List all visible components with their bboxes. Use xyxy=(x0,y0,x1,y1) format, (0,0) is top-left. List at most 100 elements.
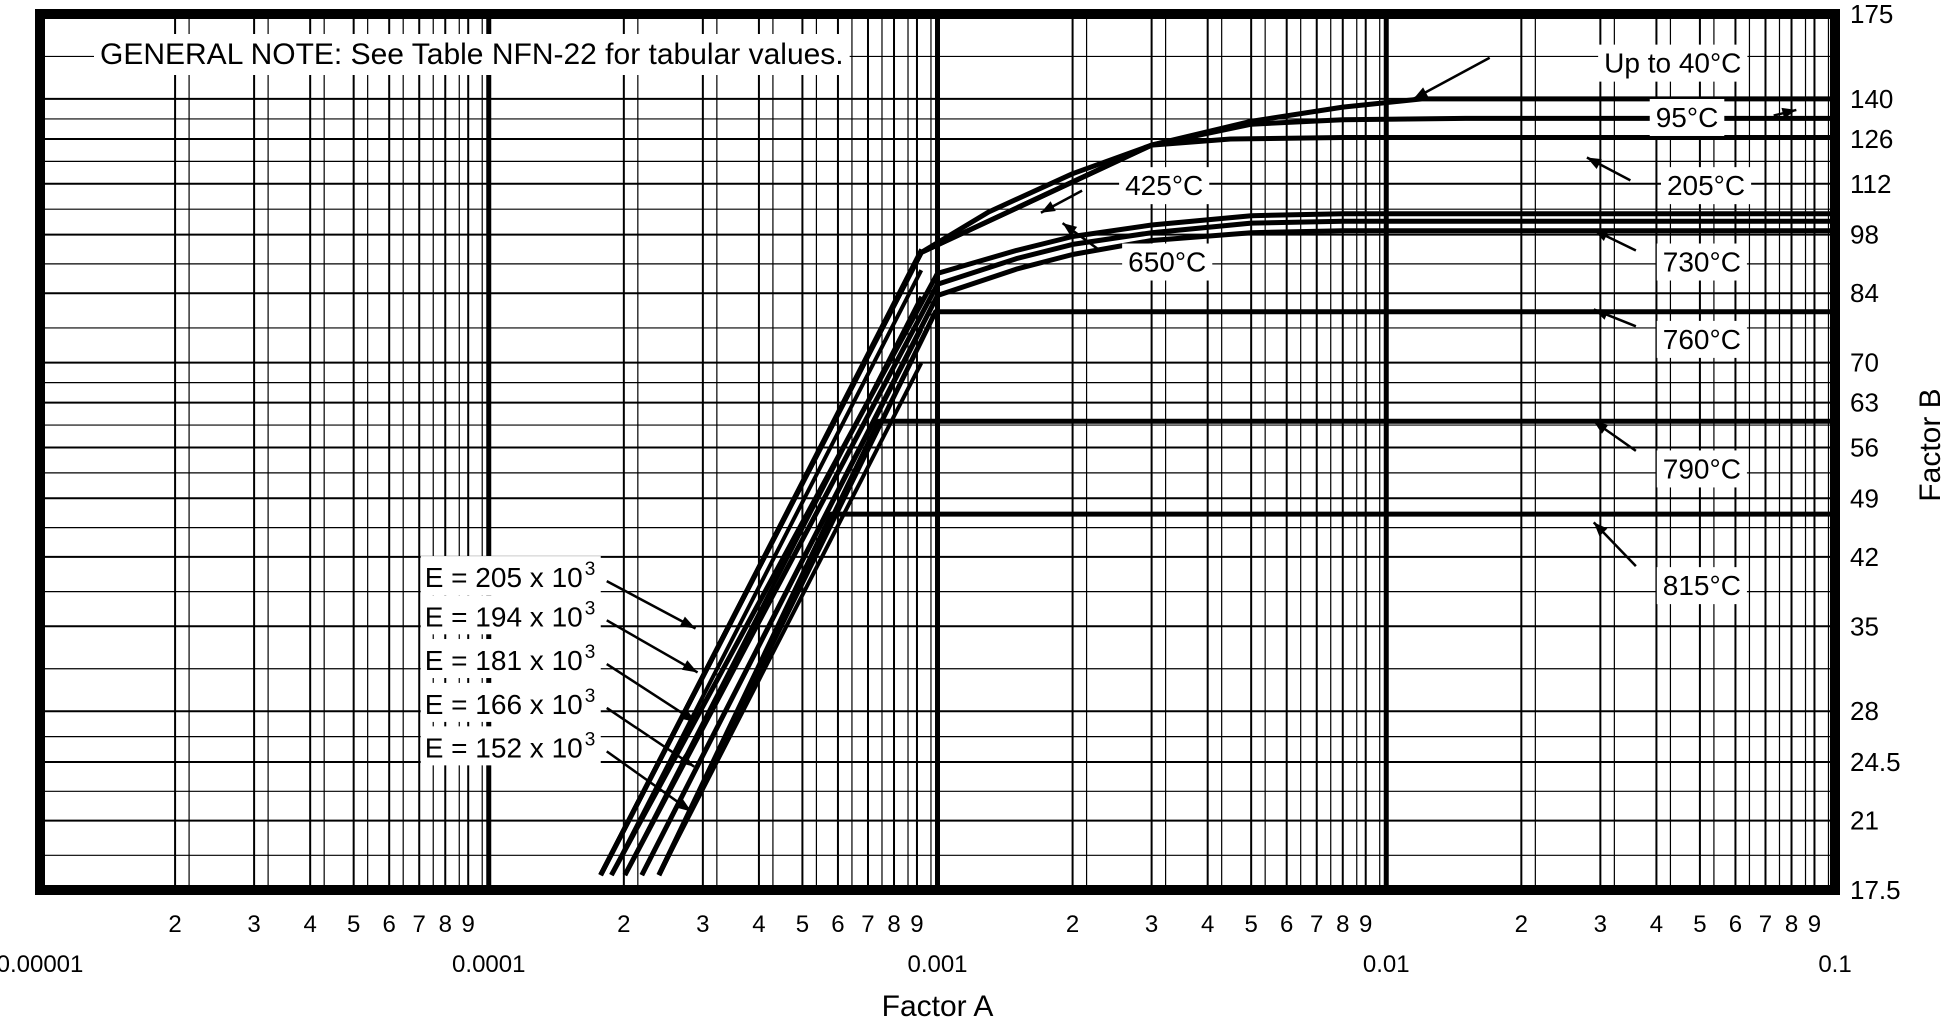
x-minor-tick-label: 6 xyxy=(831,911,844,938)
modulus-leader xyxy=(606,579,697,630)
x-decade-label: 0.1 xyxy=(1818,951,1851,978)
x-minor-tick-label: 8 xyxy=(1785,911,1798,938)
modulus-label-exponent: 3 xyxy=(585,559,596,580)
axes: 17514012611298847063564942352824.52117.5… xyxy=(0,0,1901,978)
y-tick-label: 56 xyxy=(1850,432,1879,462)
x-minor-tick-label: 2 xyxy=(617,911,630,938)
modulus-label-background xyxy=(420,556,601,596)
y-axis-label: Factor B xyxy=(1914,388,1947,501)
x-minor-tick-label: 3 xyxy=(247,911,260,938)
modulus-label: E = 181 x 10 xyxy=(425,645,583,676)
modulus-lines: E = 205 x 10 3E = 194 x 10 3E = 181 x 10 3E… xyxy=(420,248,924,876)
x-minor-tick-label: 9 xyxy=(1808,911,1821,938)
x-decade-label: 0.001 xyxy=(907,951,967,978)
curve-label-arrowhead xyxy=(1586,157,1602,169)
y-tick-label: 63 xyxy=(1850,388,1879,418)
y-tick-label: 140 xyxy=(1850,84,1893,114)
x-minor-tick-label: 3 xyxy=(1594,911,1607,938)
curve-label-background xyxy=(1656,320,1747,358)
modulus-leader xyxy=(606,750,693,813)
y-tick-label: 28 xyxy=(1850,696,1879,726)
y-tick-label: 21 xyxy=(1850,806,1879,836)
modulus-line xyxy=(639,328,924,876)
note-background xyxy=(94,34,850,75)
x-minor-tick-label: 9 xyxy=(462,911,475,938)
x-minor-tick-label: 5 xyxy=(1693,911,1706,938)
curve-label-arrowhead xyxy=(1781,107,1797,119)
modulus-label-background xyxy=(420,682,601,722)
x-minor-tick-label: 2 xyxy=(1066,911,1079,938)
curve-label-arrowhead xyxy=(1593,522,1608,537)
curve-label: 790°C xyxy=(1663,453,1741,484)
y-tick-label: 17.5 xyxy=(1850,875,1901,905)
curve-labels: Up to 40°C 95°C 205°C 425°C 650°C 730°C 760°C 7… xyxy=(1040,44,1797,605)
series-line xyxy=(609,211,1835,877)
y-tick-label: 98 xyxy=(1850,220,1879,250)
modulus-line xyxy=(598,248,924,876)
x-minor-tick-label: 7 xyxy=(861,911,874,938)
series-lines xyxy=(598,96,1835,877)
curve-label-arrowhead xyxy=(1593,309,1609,320)
curve-label: 425°C xyxy=(1125,170,1203,201)
y-tick-label: 70 xyxy=(1850,348,1879,378)
curve-label-leader xyxy=(1412,56,1491,100)
curve-label-arrowhead xyxy=(1413,87,1429,99)
x-minor-tick-label: 6 xyxy=(383,911,396,938)
x-minor-tick-label: 2 xyxy=(1515,911,1528,938)
series-line xyxy=(598,135,1835,877)
curve-label: 730°C xyxy=(1663,247,1741,278)
grid xyxy=(37,13,1838,891)
x-minor-tick-label: 4 xyxy=(1650,911,1663,938)
curve-label-background xyxy=(1656,450,1747,488)
curve-label-arrowhead xyxy=(1062,223,1078,236)
y-tick-label: 112 xyxy=(1850,169,1891,199)
x-minor-tick-label: 7 xyxy=(1310,911,1323,938)
modulus-arrowhead xyxy=(679,616,696,629)
modulus-line xyxy=(609,269,924,876)
curve-label: 760°C xyxy=(1663,324,1741,355)
y-tick-label: 84 xyxy=(1850,278,1879,308)
x-minor-tick-label: 5 xyxy=(1244,911,1257,938)
x-minor-tick-label: 8 xyxy=(887,911,900,938)
curve-label-background xyxy=(1656,243,1747,281)
modulus-leader xyxy=(606,619,699,674)
y-tick-label: 42 xyxy=(1850,542,1879,572)
x-decade-label: 0.0001 xyxy=(452,951,525,978)
series-line xyxy=(656,511,1835,877)
series-line xyxy=(639,228,1835,877)
modulus-arrowhead xyxy=(680,709,697,723)
x-decade-label: 0.01 xyxy=(1363,951,1410,978)
modulus-arrowhead xyxy=(681,660,698,673)
x-minor-tick-label: 4 xyxy=(303,911,316,938)
x-minor-tick-label: 8 xyxy=(1336,911,1349,938)
x-minor-tick-label: 2 xyxy=(168,911,181,938)
general-note: GENERAL NOTE: See Table NFN-22 for tabul… xyxy=(100,38,844,71)
modulus-label-background xyxy=(420,639,601,679)
y-tick-label: 24.5 xyxy=(1850,747,1901,777)
modulus-label-background xyxy=(420,595,601,635)
modulus-line xyxy=(623,295,924,876)
curve-label: 650°C xyxy=(1128,247,1206,278)
modulus-label: E = 205 x 10 xyxy=(425,562,583,593)
x-minor-tick-label: 5 xyxy=(796,911,809,938)
x-minor-tick-label: 4 xyxy=(1201,911,1214,938)
x-minor-tick-label: 7 xyxy=(413,911,426,938)
modulus-label-exponent: 3 xyxy=(585,642,596,663)
modulus-arrowhead xyxy=(678,753,695,767)
modulus-leader xyxy=(606,706,695,768)
curve-label-arrowhead xyxy=(1593,229,1609,242)
y-tick-label: 49 xyxy=(1850,483,1879,513)
x-minor-tick-label: 6 xyxy=(1280,911,1293,938)
curve-label: Up to 40°C xyxy=(1604,48,1741,79)
curve-label-arrowhead xyxy=(1040,201,1056,213)
modulus-label-background xyxy=(420,726,601,766)
x-decade-label: 0.00001 xyxy=(0,951,83,978)
y-tick-label: 35 xyxy=(1850,611,1879,641)
modulus-label-exponent: 3 xyxy=(585,598,596,619)
x-minor-tick-label: 9 xyxy=(1359,911,1372,938)
x-minor-tick-label: 4 xyxy=(752,911,765,938)
series-line xyxy=(622,218,1835,877)
x-minor-tick-label: 3 xyxy=(1145,911,1158,938)
